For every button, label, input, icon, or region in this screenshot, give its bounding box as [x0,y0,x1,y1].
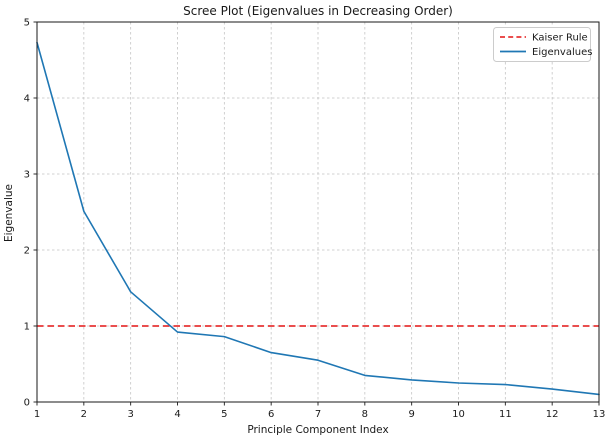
x-tick-label: 6 [268,409,274,420]
legend-item-eigenvalues: Eigenvalues [500,47,592,58]
x-tick-label: 11 [499,409,512,420]
x-tick-label: 2 [81,409,87,420]
legend-frame [493,27,591,62]
x-tick-label: 4 [174,409,180,420]
x-tick-label: 10 [452,409,465,420]
chart-title: Scree Plot (Eigenvalues in Decreasing Or… [183,4,453,18]
x-tick-label: 9 [408,409,414,420]
y-tick-label: 0 [24,398,30,409]
series [36,41,600,396]
y-tick-label: 4 [24,94,30,105]
grid [36,21,600,403]
y-tick-label: 5 [24,18,30,29]
y-tick-label: 3 [24,170,30,181]
legend-item-kaiser-rule: Kaiser Rule [500,33,588,44]
x-tick-label: 3 [127,409,133,420]
x-tick-label: 5 [221,409,227,420]
legend-label-eigenvalues: Eigenvalues [532,47,592,58]
legend: Kaiser Rule Eigenvalues [493,27,592,62]
legend-label-kaiser-rule: Kaiser Rule [532,33,588,44]
x-tick-label: 13 [593,409,606,420]
x-tick-label: 12 [546,409,559,420]
x-axis-label: Principle Component Index [247,424,388,436]
x-tick-label: 1 [34,409,40,420]
eigenvalues-curve [36,41,600,396]
y-axis-label: Eigenvalue [3,184,15,242]
x-tick-label: 8 [362,409,368,420]
y-tick-label: 2 [24,246,30,257]
x-tick-label: 7 [315,409,321,420]
y-tick-label: 1 [24,322,30,333]
